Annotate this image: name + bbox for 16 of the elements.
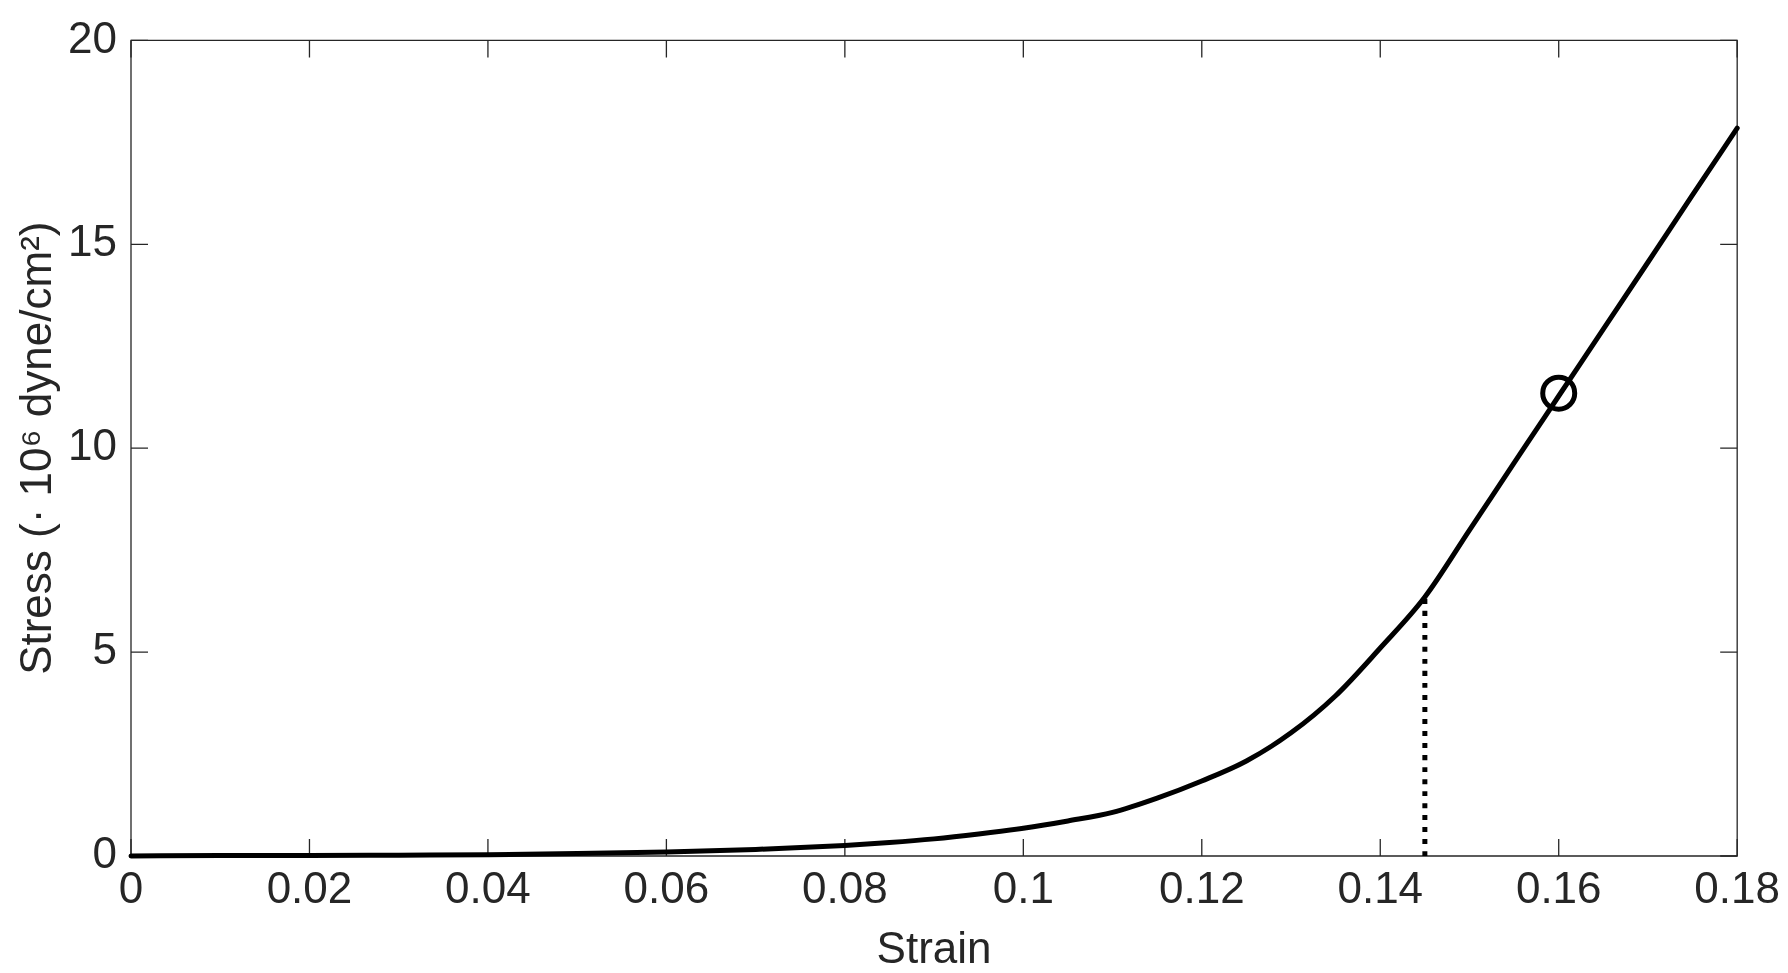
y-tick-label: 0: [92, 828, 117, 878]
x-tick-label: 0.06: [623, 862, 710, 912]
y-tick-label: 5: [92, 624, 117, 674]
x-tick-label: 0.04: [445, 862, 531, 912]
x-tick-label: 0.14: [1337, 862, 1424, 912]
y-tick-label: 20: [68, 12, 117, 62]
x-axis-title: Strain: [876, 923, 992, 973]
y-axis-title: Stress (· 10⁶ dyne/cm²): [10, 221, 60, 675]
x-tick-label: 0.1: [992, 862, 1054, 912]
y-tick-label: 10: [68, 420, 117, 470]
x-tick-label: 0.18: [1694, 862, 1780, 912]
x-tick-label: 0.08: [802, 862, 888, 912]
x-tick-label: 0.02: [266, 862, 353, 912]
x-tick-label: 0.16: [1515, 862, 1602, 912]
y-tick-label: 15: [68, 216, 117, 266]
x-tick-label: 0.12: [1158, 862, 1245, 912]
